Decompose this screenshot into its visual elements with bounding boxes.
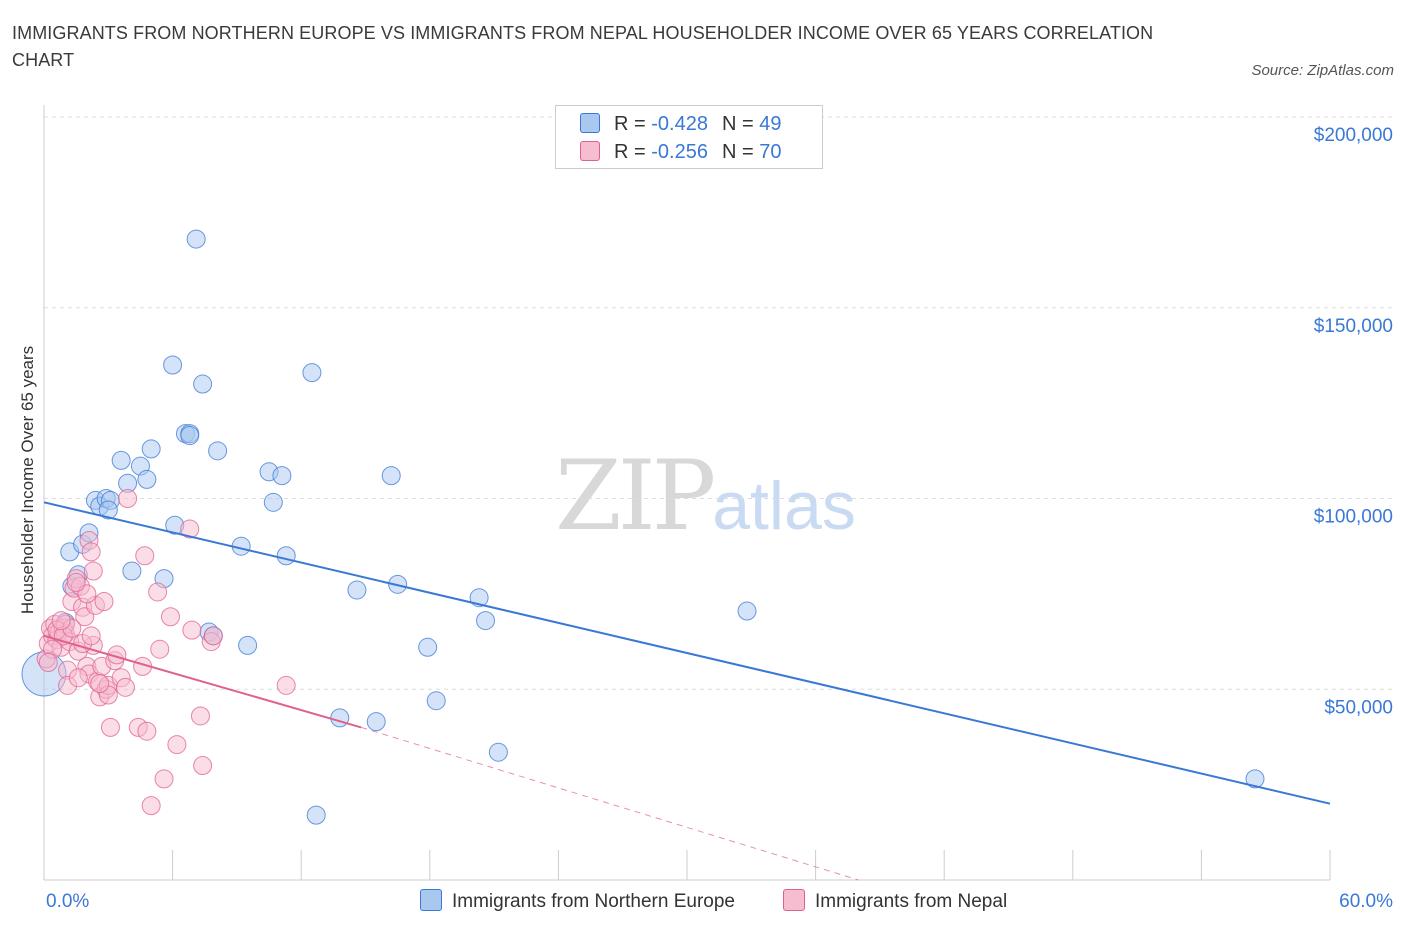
nepal-point	[154, 769, 174, 789]
legend-r-label: R =	[614, 141, 652, 163]
nepal-point	[100, 717, 120, 737]
northern-europe-point	[272, 466, 292, 486]
northern-europe-point	[238, 635, 258, 655]
nepal-point	[193, 756, 213, 776]
nepal-point	[51, 611, 71, 631]
nepal-trendline-extension	[361, 726, 859, 881]
legend-r-value: -0.256	[651, 141, 708, 163]
legend-swatch-blue	[420, 889, 442, 911]
nepal-point	[94, 592, 114, 612]
x-tick-label: 60.0%	[1339, 891, 1393, 912]
legend-swatch-pink	[580, 141, 600, 161]
northern-europe-point	[1245, 769, 1265, 789]
northern-europe-point	[141, 439, 161, 459]
nepal-point	[115, 677, 135, 697]
nepal-point	[81, 626, 101, 646]
nepal-point	[276, 675, 296, 695]
northern-europe-point	[418, 637, 438, 657]
y-tick-label: $50,000	[1324, 697, 1393, 718]
nepal-point	[203, 626, 223, 646]
legend-n-label: N =	[721, 113, 760, 135]
legend-swatch-pink	[783, 889, 805, 911]
northern-europe-point	[306, 805, 326, 825]
nepal-point	[81, 542, 101, 562]
nepal-point	[118, 489, 138, 508]
nepal-point	[150, 639, 170, 659]
northern-europe-point	[193, 374, 213, 394]
legend-swatch-blue	[580, 113, 600, 133]
northern-europe-point	[137, 469, 157, 489]
watermark: ZIPatlas	[555, 440, 856, 552]
legend-item-label: Immigrants from Northern Europe	[452, 891, 735, 912]
legend-n-value: 70	[759, 141, 782, 163]
legend-item-northern-europe[interactable]: Immigrants from Northern Europe	[420, 888, 735, 916]
northern-europe-point	[488, 742, 508, 762]
nepal-point	[66, 572, 86, 592]
legend-item-nepal[interactable]: Immigrants from Nepal	[783, 888, 1007, 916]
nepal-trendline	[43, 634, 362, 729]
nepal-point	[180, 519, 200, 539]
nepal-point	[160, 607, 180, 627]
northern-europe-point	[381, 466, 401, 486]
legend-r-label: R =	[614, 113, 652, 135]
northern-europe-trendline	[43, 501, 1331, 805]
northern-europe-point	[366, 712, 386, 732]
northern-europe-point	[469, 588, 489, 608]
northern-europe-point	[330, 708, 350, 728]
northern-europe-point	[737, 601, 757, 621]
nepal-point	[182, 620, 202, 640]
legend-r-value: -0.428	[651, 113, 708, 135]
northern-europe-point	[98, 500, 118, 520]
nepal-point	[135, 546, 155, 566]
nepal-point	[68, 668, 88, 688]
northern-europe-point	[276, 546, 296, 566]
y-axis-label: Householder Income Over 65 years	[18, 345, 37, 615]
nepal-point	[137, 721, 157, 741]
northern-europe-point	[208, 441, 228, 461]
source-note: Source: ZipAtlas.com	[1251, 62, 1394, 79]
northern-europe-point	[302, 363, 322, 383]
nepal-point	[38, 653, 58, 673]
y-tick-label: $150,000	[1314, 316, 1393, 337]
northern-europe-point	[347, 580, 367, 600]
northern-europe-point	[426, 691, 446, 711]
chart-title: IMMIGRANTS FROM NORTHERN EUROPE VS IMMIG…	[12, 23, 1154, 70]
legend-row-nepal: R = -0.256 N = 70	[580, 138, 795, 166]
nepal-point	[167, 735, 187, 755]
nepal-point	[90, 674, 110, 694]
correlation-legend: R = -0.428 N = 49 R = -0.256 N = 70	[555, 105, 823, 169]
nepal-point	[190, 706, 210, 726]
watermark-zip: ZIP	[555, 440, 716, 552]
x-tick-label: 0.0%	[46, 891, 89, 912]
y-tick-label: $100,000	[1314, 507, 1393, 528]
northern-europe-point	[122, 561, 142, 581]
northern-europe-point	[476, 611, 496, 631]
legend-n-value: 49	[759, 113, 782, 135]
y-tick-label: $200,000	[1314, 125, 1393, 146]
northern-europe-point	[186, 229, 206, 249]
nepal-point	[148, 582, 168, 602]
nepal-point	[141, 796, 161, 816]
watermark-atlas: atlas	[712, 468, 856, 544]
legend-item-label: Immigrants from Nepal	[815, 891, 1008, 912]
northern-europe-point	[111, 450, 131, 470]
series-legend: Immigrants from Northern Europe Immigran…	[0, 888, 1406, 916]
legend-n-label: N =	[721, 141, 760, 163]
nepal-point	[83, 561, 103, 581]
legend-row-northern-europe: R = -0.428 N = 49	[580, 110, 795, 138]
northern-europe-point	[263, 492, 283, 512]
northern-europe-point	[180, 426, 200, 446]
northern-europe-point	[163, 355, 183, 375]
